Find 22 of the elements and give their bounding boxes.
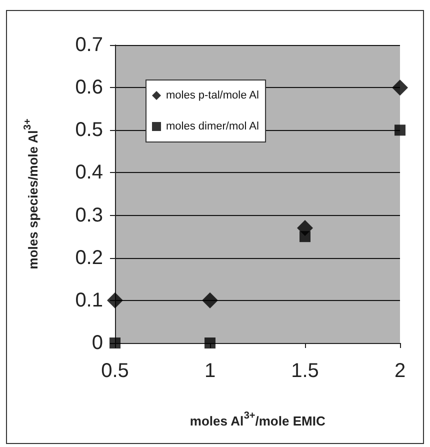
y-tick-label: 0.4 — [75, 162, 103, 184]
x-tick-label: 0.5 — [101, 360, 129, 382]
y-tick-label: 0.3 — [75, 204, 103, 226]
point — [394, 124, 406, 136]
y-tick-label: 0.2 — [75, 246, 103, 269]
x-tick-label: 1 — [204, 360, 216, 382]
y-tick-label: 0.7 — [75, 34, 103, 56]
point — [204, 338, 216, 348]
point — [107, 292, 123, 308]
y-tick-label: 0.6 — [75, 76, 103, 99]
point — [392, 80, 408, 96]
legend-label: moles p-tal/mole Al — [166, 90, 259, 102]
y-axis-title: moles species/mole Al3+ — [22, 118, 40, 270]
point — [300, 231, 310, 242]
x-tick-label: 1.5 — [291, 360, 319, 382]
y-tick-label: 0.5 — [75, 119, 103, 142]
point — [202, 292, 218, 308]
x-tick-label: 2 — [394, 360, 406, 382]
y-tick-label: 0 — [92, 332, 103, 354]
legend-label: moles dimer/mol Al — [166, 120, 259, 132]
y-tick-label: 0.1 — [75, 289, 103, 312]
point — [110, 338, 120, 348]
